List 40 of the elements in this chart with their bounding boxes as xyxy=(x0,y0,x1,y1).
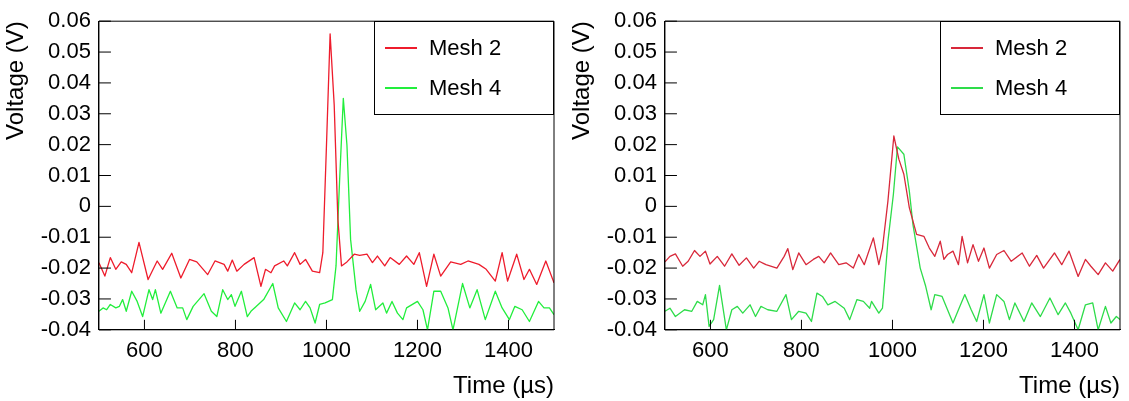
y-tick-label: 0.02 xyxy=(614,130,657,156)
y-tick-label: 0.04 xyxy=(48,68,91,94)
y-tick-label: 0.01 xyxy=(48,161,91,187)
x-tick-label: 1000 xyxy=(868,337,917,363)
y-axis-title: Voltage (V) xyxy=(567,21,595,140)
legend-label: Mesh 2 xyxy=(429,35,502,62)
y-tick-label: 0.02 xyxy=(48,130,91,156)
x-tick-label: 600 xyxy=(126,337,163,363)
y-tick-label: -0.04 xyxy=(606,315,657,341)
y-tick-label: -0.01 xyxy=(606,223,657,249)
x-tick-label: 1200 xyxy=(959,337,1008,363)
x-tick-label: 600 xyxy=(692,337,729,363)
y-tick-label: -0.04 xyxy=(40,315,91,341)
x-tick-label: 1200 xyxy=(393,337,442,363)
y-tick-label: 0.03 xyxy=(48,99,91,125)
x-tick-label: 1400 xyxy=(484,337,533,363)
x-tick-label: 1400 xyxy=(1050,337,1099,363)
legend-label: Mesh 4 xyxy=(429,75,502,102)
x-axis-title: Time (µs) xyxy=(1019,371,1120,399)
y-tick-label: -0.03 xyxy=(606,285,657,310)
y-tick-label: 0.05 xyxy=(614,38,657,64)
x-tick-label: 1000 xyxy=(302,337,351,363)
legend-label: Mesh 2 xyxy=(995,35,1068,62)
x-tick-label: 800 xyxy=(217,337,254,363)
y-tick-label: -0.02 xyxy=(40,254,91,280)
y-tick-label: -0.03 xyxy=(40,285,91,310)
y-tick-label: -0.02 xyxy=(606,254,657,280)
y-tick-label: 0.03 xyxy=(614,99,657,125)
y-tick-label: 0.06 xyxy=(614,7,657,33)
legend-label: Mesh 4 xyxy=(995,75,1068,102)
y-axis-title: Voltage (V) xyxy=(1,21,29,140)
y-tick-label: 0 xyxy=(78,192,91,218)
y-tick-label: -0.01 xyxy=(40,223,91,249)
y-tick-label: 0.01 xyxy=(614,161,657,187)
y-tick-label: 0.05 xyxy=(48,38,91,64)
x-axis-title: Time (µs) xyxy=(453,371,554,399)
y-tick-label: 0.04 xyxy=(614,68,657,94)
y-tick-label: 0 xyxy=(644,192,657,218)
y-tick-label: 0.06 xyxy=(48,7,91,33)
x-tick-label: 800 xyxy=(783,337,820,363)
